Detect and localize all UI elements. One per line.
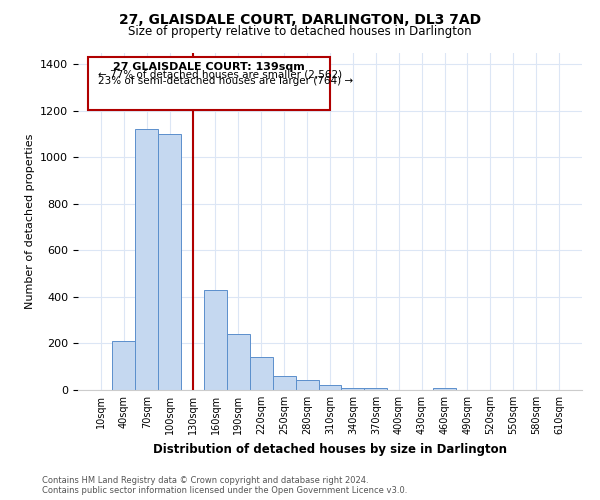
Text: 27, GLAISDALE COURT, DARLINGTON, DL3 7AD: 27, GLAISDALE COURT, DARLINGTON, DL3 7AD: [119, 12, 481, 26]
Text: ← 77% of detached houses are smaller (2,562): ← 77% of detached houses are smaller (2,…: [98, 70, 342, 80]
Bar: [227, 334, 250, 390]
Text: 23% of semi-detached houses are larger (764) →: 23% of semi-detached houses are larger (…: [98, 76, 353, 86]
Bar: [433, 388, 456, 390]
Bar: [273, 376, 296, 390]
Text: Contains HM Land Registry data © Crown copyright and database right 2024.: Contains HM Land Registry data © Crown c…: [42, 476, 368, 485]
Bar: [250, 358, 273, 390]
Bar: [204, 290, 227, 390]
Bar: [112, 341, 135, 390]
Bar: [88, 57, 330, 110]
Text: 27 GLAISDALE COURT: 139sqm: 27 GLAISDALE COURT: 139sqm: [113, 62, 305, 72]
Bar: [341, 388, 364, 390]
Bar: [158, 134, 181, 390]
Bar: [135, 130, 158, 390]
Y-axis label: Number of detached properties: Number of detached properties: [25, 134, 35, 309]
Bar: [319, 386, 341, 390]
Text: Contains public sector information licensed under the Open Government Licence v3: Contains public sector information licen…: [42, 486, 407, 495]
X-axis label: Distribution of detached houses by size in Darlington: Distribution of detached houses by size …: [153, 442, 507, 456]
Text: Size of property relative to detached houses in Darlington: Size of property relative to detached ho…: [128, 25, 472, 38]
Bar: [296, 380, 319, 390]
Bar: [364, 388, 387, 390]
